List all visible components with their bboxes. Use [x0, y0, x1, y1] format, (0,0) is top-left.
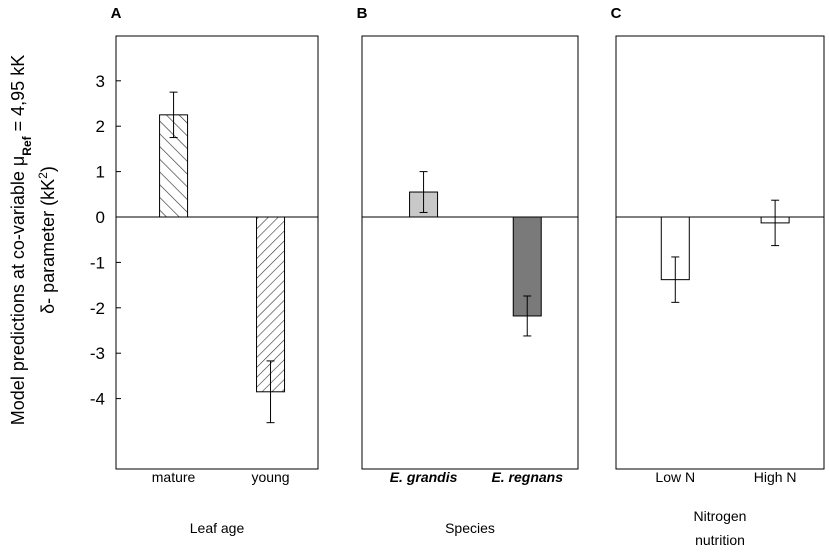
y-tick-label: -3 [90, 344, 105, 363]
category-label: E. regnans [491, 469, 563, 485]
panel-letter: B [357, 5, 368, 22]
panel-c: C Low N High N Nitrogen nutrition [611, 5, 825, 548]
y-tick-label: 3 [96, 72, 105, 91]
y-axis-label-outer: Model predictions at co-variable μRef = … [8, 55, 34, 425]
y-tick-label: -2 [90, 299, 105, 318]
category-label: young [251, 469, 289, 485]
panel-b: B E. grandis E. regnans Species [357, 5, 579, 536]
y-tick-label: -4 [90, 390, 105, 409]
category-label: mature [152, 469, 196, 485]
y-axis-label-inner: δ- parameter (kK2) [36, 166, 58, 314]
panel-a: A -4 -3 -2 -1 0 1 2 3 mature young Leaf age [90, 5, 319, 536]
y-tick-label: -1 [90, 253, 105, 272]
x-axis-label: Species [445, 520, 495, 536]
y-tick-label: 1 [96, 163, 105, 182]
panel-frame [361, 35, 579, 470]
panel-frame [615, 35, 825, 470]
panel-frame [115, 35, 319, 470]
category-label: High N [754, 469, 797, 485]
x-axis-label: Nitrogen [694, 508, 747, 524]
panel-letter: C [611, 5, 622, 22]
x-axis-label: Leaf age [190, 520, 245, 536]
panel-letter: A [111, 5, 122, 22]
category-label: E. grandis [390, 469, 458, 485]
category-label: Low N [655, 469, 695, 485]
y-tick-label: 2 [96, 117, 105, 136]
y-tick-label: 0 [96, 208, 105, 227]
x-axis-label: nutrition [695, 532, 745, 548]
